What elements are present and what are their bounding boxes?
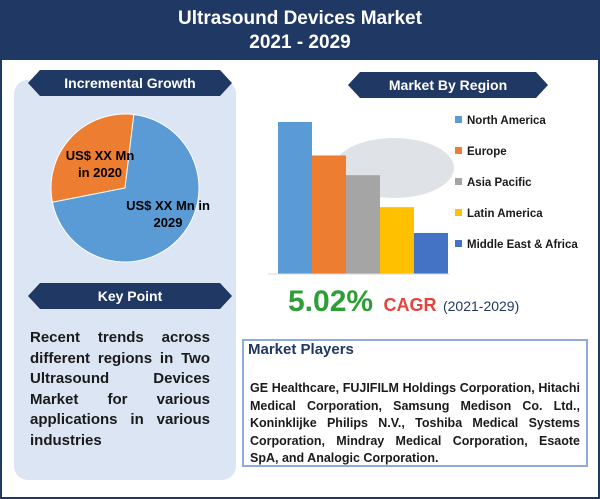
legend-swatch — [455, 116, 462, 124]
legend-label: Asia Pacific — [467, 177, 532, 189]
pie-slice-2029 — [51, 113, 200, 263]
legend-item: North America — [455, 113, 546, 129]
bar-europe — [312, 155, 346, 274]
legend-item: Asia Pacific — [455, 175, 532, 191]
cagr-period: (2021-2029) — [442, 298, 520, 314]
bar-middle-east-africa — [414, 232, 448, 274]
key-point-ribbon: Key Point — [28, 283, 232, 309]
pie-label-2029: US$ XX Mn in 2029 — [126, 198, 210, 230]
pie-slice-2020 — [50, 113, 135, 203]
cagr-value: 5.02% — [288, 285, 374, 318]
legend-label: Latin America — [467, 208, 543, 220]
page-title: Ultrasound Devices Market — [178, 8, 422, 29]
legend-item: Latin America — [455, 206, 543, 222]
bar-latin-america — [380, 207, 414, 274]
cagr-block: 5.02% CAGR (2021-2029) — [288, 285, 519, 319]
pie-label-2020: US$ XX Mn in 2020 — [65, 148, 135, 180]
market-players-title: Market Players — [248, 341, 354, 358]
legend-item: Middle East & Africa — [455, 237, 578, 253]
key-point-text: Recent trends across different regions i… — [30, 329, 210, 449]
legend-swatch — [455, 178, 462, 186]
page-header: Ultrasound Devices Market 2021 - 2029 — [2, 2, 598, 60]
legend-swatch — [455, 240, 462, 248]
bar-asia-pacific — [346, 175, 380, 274]
legend-label: North America — [467, 115, 546, 127]
legend-swatch — [455, 209, 462, 217]
cagr-label: CAGR — [383, 295, 437, 315]
incremental-growth-ribbon: Incremental Growth — [28, 70, 232, 96]
market-players-box — [242, 339, 588, 467]
market-by-region-bar-chart — [268, 122, 454, 275]
legend-swatch — [455, 147, 462, 155]
page-subtitle: 2021 - 2029 — [249, 32, 351, 53]
legend-label: Middle East & Africa — [467, 239, 578, 251]
incremental-growth-pie-chart — [50, 113, 200, 263]
market-players-text: GE Healthcare, FUJIFILM Holdings Corpora… — [250, 381, 580, 465]
legend-label: Europe — [467, 146, 507, 158]
bar-north-america — [278, 122, 312, 274]
market-by-region-ribbon: Market By Region — [348, 72, 548, 98]
legend-item: Europe — [455, 144, 507, 160]
